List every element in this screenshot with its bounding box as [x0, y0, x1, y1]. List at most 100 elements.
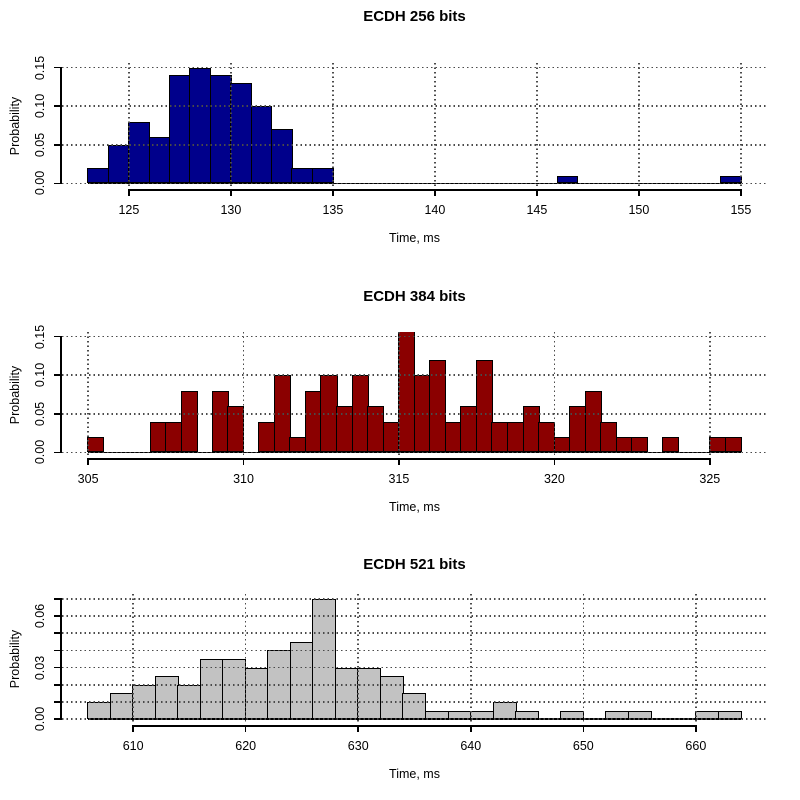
x-axis-title: Time, ms [389, 767, 440, 781]
v-gridline [553, 332, 556, 457]
v-gridline [470, 594, 472, 724]
histogram-bar [154, 676, 179, 720]
h-gridline [62, 718, 767, 720]
x-axis-tick [470, 725, 472, 732]
histogram-bar [492, 701, 517, 720]
y-axis-tick [54, 335, 61, 338]
histogram-bar [258, 421, 276, 453]
histogram-bar [538, 421, 556, 453]
y-axis-tick [54, 105, 61, 107]
y-axis-tick [54, 451, 61, 454]
x-axis-tick [398, 458, 400, 465]
y-tick-label: 0.06 [33, 603, 47, 629]
x-axis-tick [332, 189, 334, 196]
histogram-bar [230, 83, 253, 184]
x-axis-tick [740, 189, 742, 196]
v-gridline [695, 594, 697, 724]
histogram-bar [291, 167, 314, 184]
x-axis-title: Time, ms [389, 231, 440, 245]
histogram-bar [379, 676, 404, 720]
y-axis-title: Probability [8, 96, 22, 155]
x-tick-label: 155 [730, 203, 752, 217]
chart-panel-ecdh-256: ECDH 256 bits Probability Time, ms 125 13… [0, 0, 800, 260]
x-axis-line [133, 725, 696, 727]
histogram-bar [600, 421, 618, 453]
y-axis-tick [54, 666, 61, 669]
y-axis-tick [54, 182, 61, 185]
chart-panel-ecdh-384: ECDH 384 bits Probability Time, ms 305 31… [0, 270, 800, 530]
histogram-bar [553, 436, 571, 453]
h-gridline [62, 66, 767, 69]
histogram-bar [87, 167, 110, 184]
y-tick-label: 0.05 [33, 132, 47, 157]
x-axis-tick [132, 725, 134, 732]
plot-area [62, 594, 767, 724]
h-gridline [62, 374, 767, 376]
v-gridline [709, 332, 711, 457]
h-gridline [62, 684, 767, 686]
h-gridline [62, 451, 767, 454]
plot-area [62, 63, 767, 188]
histogram-bar [87, 436, 105, 453]
x-tick-label: 145 [526, 203, 548, 217]
histogram-bar [289, 436, 307, 453]
histogram-bar [312, 598, 337, 720]
v-gridline [230, 63, 232, 188]
histogram-bar [444, 421, 462, 453]
h-gridline [62, 335, 767, 338]
histogram-bar [507, 421, 525, 453]
v-gridline [87, 332, 89, 457]
histogram-bar [398, 332, 416, 453]
v-gridline [244, 594, 247, 724]
y-axis-line [60, 335, 62, 454]
histogram-bar [109, 693, 134, 720]
histogram-bar [709, 436, 727, 453]
x-axis-title: Time, ms [389, 500, 440, 514]
x-axis-tick [230, 189, 232, 196]
x-tick-label: 650 [572, 739, 594, 753]
histogram-bar [304, 390, 322, 453]
histogram-bar [209, 75, 232, 184]
histogram-bar [615, 436, 633, 453]
y-axis-tick [54, 374, 61, 376]
x-axis-tick [638, 189, 640, 196]
histogram-bar [357, 667, 382, 720]
histogram-bar [107, 144, 130, 184]
histogram-bar [165, 421, 183, 453]
x-tick-label: 140 [424, 203, 446, 217]
histogram-bar [334, 667, 359, 720]
histogram-bar [199, 659, 224, 720]
v-gridline [582, 594, 585, 724]
y-axis-tick [54, 701, 61, 703]
x-axis-tick [434, 189, 436, 196]
v-gridline [128, 63, 130, 188]
h-gridline [62, 701, 767, 703]
x-axis-tick [553, 458, 556, 465]
chart-panel-ecdh-521: ECDH 521 bits Probability Time, ms 610 62… [0, 540, 800, 800]
histogram-bar [491, 421, 509, 453]
y-axis-tick [54, 632, 61, 634]
v-gridline [357, 594, 359, 724]
x-tick-label: 620 [235, 739, 257, 753]
y-axis-line [60, 66, 62, 185]
y-axis-line [60, 598, 62, 720]
x-tick-label: 305 [77, 472, 99, 486]
h-gridline [62, 615, 767, 617]
x-axis-tick [695, 725, 697, 732]
y-axis-title: Probability [8, 629, 22, 689]
v-gridline [638, 63, 640, 188]
y-tick-label: 0.05 [33, 401, 47, 426]
histogram-bar [189, 67, 212, 184]
y-axis-tick [54, 144, 61, 146]
histogram-bar [128, 121, 151, 184]
y-axis-tick [54, 649, 61, 652]
histogram-bar [270, 129, 293, 184]
h-gridline [62, 105, 767, 107]
h-gridline [62, 598, 767, 600]
x-tick-label: 315 [388, 472, 410, 486]
x-axis-tick [244, 725, 247, 732]
v-gridline [132, 594, 134, 724]
histogram-bar [180, 390, 198, 453]
y-tick-label: 0.03 [33, 655, 47, 680]
x-axis-tick [87, 458, 89, 465]
